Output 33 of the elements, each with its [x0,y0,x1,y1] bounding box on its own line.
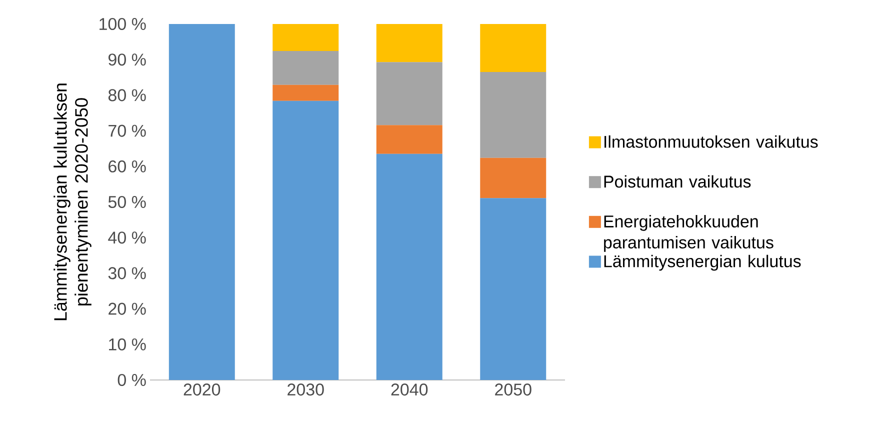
legend-label: Poistuman vaikutus [604,175,751,188]
bar [272,100,339,380]
x-tick-label: 2040 [391,384,428,396]
y-tick-label: 80 % [108,89,146,102]
legend-label: Energiatehokkuuden parantumisen vaikutus [604,215,774,252]
bar [376,125,442,154]
bar [376,24,442,62]
bar [480,198,546,380]
bar [480,72,546,158]
y-tick-label: 100 % [100,18,146,30]
y-tick-label: 40 % [108,232,146,244]
y-tick-label: 0 % [118,374,146,386]
y-tick-label: 60 % [108,160,146,172]
x-tick-label: 2020 [184,384,220,396]
bar [480,24,546,72]
y-tick-label: 50 % [108,196,146,208]
y-axis-title: Lämmitysenergian kulutuksen pienentyminen 2020-2050 [54,84,92,320]
bar [272,51,339,85]
y-tick-label: 70 % [108,124,146,137]
bar [376,62,442,126]
x-tick-label: 2030 [288,384,324,396]
bar [376,154,442,380]
bar [272,84,339,101]
y-tick-label: 90 % [108,54,146,66]
y-tick-label: 10 % [109,338,146,350]
legend-label: Lämmitysenergian kulutus [604,254,801,271]
bar [272,24,339,52]
bar [480,158,546,198]
legend-label: Ilmastonmuutoksen vaikutus [604,135,818,148]
y-tick-label: 30 % [108,267,146,280]
y-tick-label: 20 % [108,302,146,315]
x-tick-label: 2050 [495,384,532,396]
bar [168,24,235,380]
